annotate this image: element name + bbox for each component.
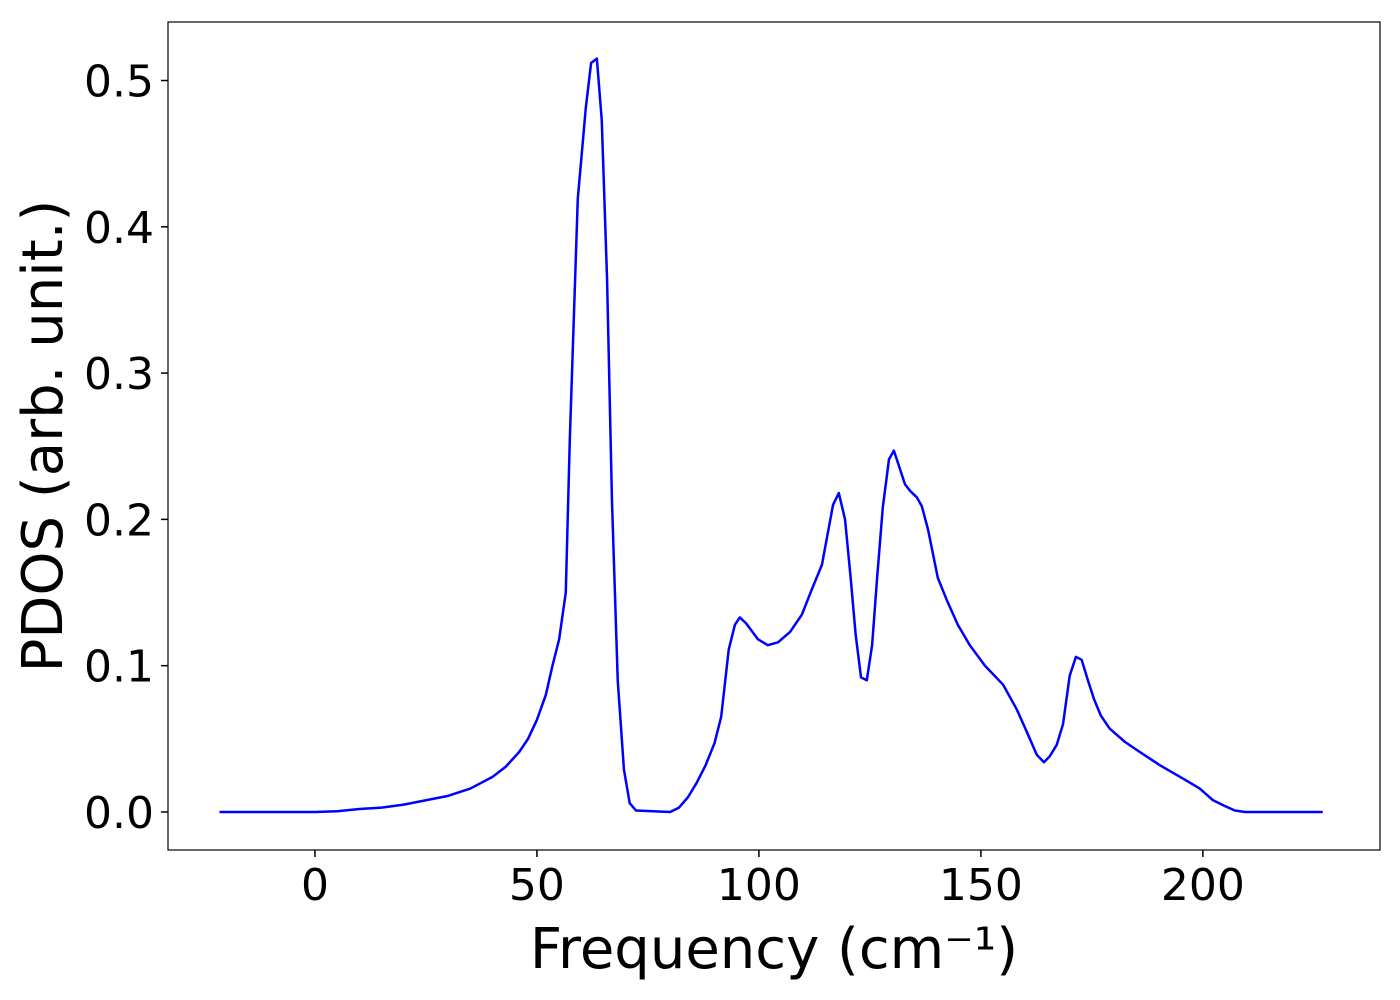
x-tick-label: 50 — [509, 860, 565, 911]
y-tick-label: 0.2 — [84, 495, 154, 546]
y-tick-label: 0.4 — [84, 203, 154, 254]
y-tick-label: 0.1 — [84, 642, 154, 693]
y-axis-label: PDOS (arb. unit.) — [11, 200, 76, 673]
x-tick-label: 0 — [301, 860, 329, 911]
y-tick-label: 0.3 — [84, 349, 154, 400]
x-tick-label: 150 — [939, 860, 1023, 911]
data-line — [219, 57, 1323, 814]
x-axis-label: Frequency (cm⁻¹) — [530, 917, 1018, 982]
x-tick-label: 200 — [1161, 860, 1245, 911]
y-tick-label: 0.0 — [84, 788, 154, 839]
y-tick-label: 0.5 — [84, 57, 154, 108]
x-tick-label: 100 — [717, 860, 801, 911]
plot-frame — [167, 21, 1381, 851]
